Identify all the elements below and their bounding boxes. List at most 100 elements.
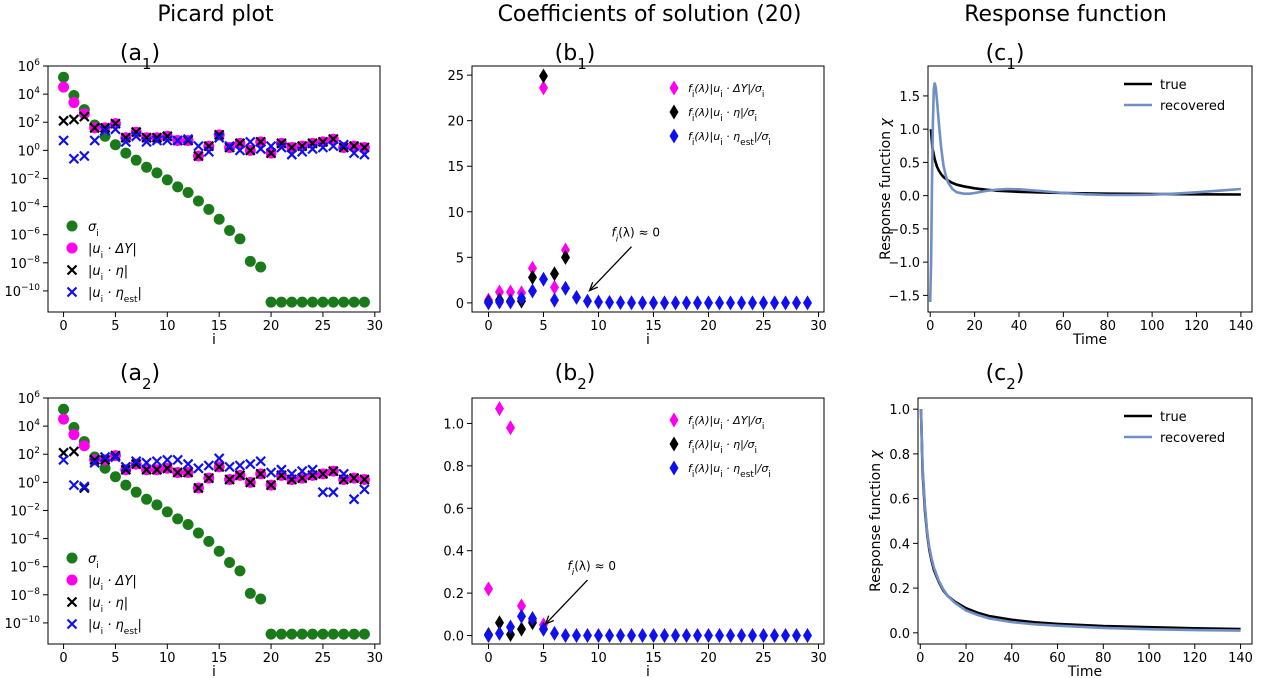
data-point	[583, 293, 592, 309]
data-point	[245, 477, 256, 488]
x-tick-label: 25	[755, 651, 772, 666]
data-point	[495, 401, 504, 417]
x-axis-label: Time	[1072, 332, 1107, 348]
data-point	[193, 140, 204, 152]
legend-marker	[66, 596, 78, 608]
data-point	[307, 464, 318, 475]
data-point	[151, 455, 163, 467]
y-tick-label: 10	[447, 206, 464, 221]
legend-marker	[66, 574, 78, 586]
data-layer	[919, 409, 1241, 632]
data-point	[213, 453, 225, 464]
series-line-recovered	[919, 409, 1241, 632]
data-point	[539, 80, 548, 96]
data-point	[506, 294, 515, 310]
legend-marker	[669, 80, 679, 96]
data-point	[528, 283, 537, 299]
data-point	[130, 131, 142, 142]
data-point	[561, 628, 570, 644]
data-point	[265, 479, 277, 491]
x-tick-label: 10	[159, 651, 176, 666]
data-point	[193, 150, 204, 162]
data-point	[307, 628, 319, 640]
data-layer	[928, 82, 1241, 303]
data-point	[109, 139, 121, 151]
data-point	[495, 294, 504, 310]
data-point	[276, 142, 287, 153]
panel-c2: (c2) 0 20 40 60 80 100 120 140 0.0 0.2 0.4 0.6 0.8 1.0…	[868, 361, 1253, 678]
data-layer	[58, 71, 370, 308]
x-tick-label: 20	[958, 651, 975, 666]
data-point	[58, 115, 69, 127]
legend-marker	[66, 264, 78, 276]
y-tick-label: 10−8	[10, 255, 40, 272]
data-point	[89, 454, 100, 466]
x-tick-label: 15	[645, 319, 662, 334]
y-tick-label: 0.0	[889, 627, 910, 642]
legend-entry: |ui · ηest|	[88, 286, 142, 305]
legend-marker	[66, 552, 78, 564]
legend-marker	[66, 220, 78, 232]
data-point	[726, 295, 735, 311]
data-point	[671, 295, 680, 311]
x-tick-label: 80	[1099, 319, 1116, 334]
data-point	[660, 295, 669, 311]
data-point	[182, 133, 194, 145]
plot-frame	[471, 397, 825, 645]
data-point	[770, 295, 779, 311]
legend-marker	[66, 618, 78, 630]
data-point	[265, 296, 277, 308]
data-point	[561, 280, 570, 296]
data-point	[244, 587, 256, 599]
legend-entry: fi(λ)|ui · ηest|/σi	[688, 130, 771, 148]
data-point	[517, 621, 526, 637]
x-axis-label: i	[646, 664, 650, 678]
x-tick-label: 30	[367, 319, 384, 334]
data-point	[649, 628, 658, 644]
data-point	[276, 138, 287, 149]
x-tick-label: 140	[1228, 319, 1253, 334]
y-tick-label: 1.0	[889, 403, 910, 418]
data-point	[78, 440, 90, 452]
data-point	[328, 486, 339, 498]
data-point	[120, 136, 132, 148]
data-point	[286, 628, 298, 640]
data-point	[120, 464, 132, 475]
panel-label-c2: (c2)	[986, 361, 1025, 393]
y-axis-label: Response function χ	[868, 449, 884, 591]
data-point	[120, 132, 132, 143]
x-tick-label: 25	[315, 651, 332, 666]
legend-entry: fi(λ)|ui · η|/σi	[688, 438, 757, 456]
series-line-recovered	[928, 82, 1241, 303]
legend-marker	[669, 460, 679, 476]
data-point	[550, 279, 559, 295]
data-point	[182, 467, 194, 478]
data-point	[517, 598, 526, 614]
data-point	[255, 143, 266, 155]
data-point	[68, 429, 80, 441]
x-tick-label: 0	[926, 319, 934, 334]
x-tick-label: 20	[263, 319, 280, 334]
y-tick-label: 0.4	[443, 545, 464, 560]
data-point	[213, 129, 225, 141]
data-point	[759, 295, 768, 311]
data-point	[781, 628, 790, 644]
data-point	[550, 625, 559, 641]
y-tick-label: 102	[18, 446, 40, 463]
data-point	[682, 295, 691, 311]
data-point	[583, 628, 592, 644]
x-tick-label: 10	[590, 319, 607, 334]
legend: true recovered	[1124, 78, 1225, 114]
data-point	[338, 139, 349, 150]
data-point	[79, 150, 90, 162]
data-point	[162, 131, 173, 142]
data-point	[286, 149, 298, 160]
y-tick-label: 0.8	[443, 460, 464, 475]
annotation-text: fi(λ) ≈ 0	[612, 226, 661, 245]
data-point	[245, 145, 256, 156]
data-point	[110, 451, 121, 463]
data-point	[130, 455, 142, 467]
y-tick-label: 100	[18, 474, 41, 491]
data-point	[359, 474, 370, 485]
data-point	[484, 295, 493, 311]
